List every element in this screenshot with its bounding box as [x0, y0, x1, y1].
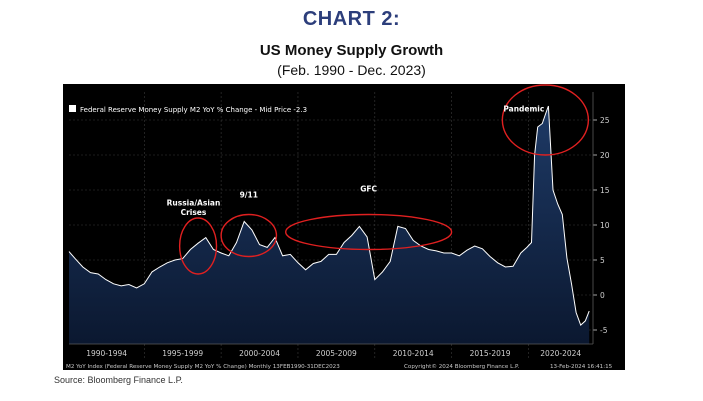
copyright-text: Copyright© 2024 Bloomberg Finance L.P.: [404, 363, 519, 370]
source-note: Source: Bloomberg Finance L.P.: [54, 375, 183, 385]
x-tick-label: 2005-2009: [316, 349, 357, 358]
x-tick-label: 2015-2019: [470, 349, 511, 358]
chart-subtitle: US Money Supply Growth: [259, 42, 444, 59]
y-tick-label: -5: [600, 326, 608, 335]
y-tick-label: 25: [600, 116, 610, 125]
date-range: (Feb. 1990 - Dec. 2023): [277, 62, 426, 78]
m2-yoy-line: [68, 105, 590, 326]
legend-label: Federal Reserve Money Supply M2 YoY % Ch…: [80, 106, 307, 114]
y-tick-label: 0: [600, 291, 605, 300]
x-tick-label: 2010-2014: [393, 349, 434, 358]
legend-swatch: [69, 105, 76, 112]
highlight-ellipse: [178, 217, 218, 275]
y-tick-label: 20: [600, 151, 610, 160]
chart-panel: Russia/Asian Crises 9/11 GFC Pandemic 25 20 15…: [63, 84, 625, 370]
bloomberg-footer-text: M2 YoY Index (Federal Reserve Money Supp…: [66, 364, 340, 370]
chart-title: CHART 2:: [302, 8, 401, 30]
event-annotation: GFC: [360, 184, 377, 193]
timestamp-text: 13-Feb-2024 16:41:15: [550, 364, 613, 370]
m2-area-fill: [69, 106, 590, 344]
x-tick-label: 1995-1999: [162, 349, 203, 358]
y-tick-label: 10: [600, 221, 610, 230]
highlight-ellipse: [284, 213, 453, 251]
x-tick-label: 2020-2024: [540, 349, 581, 358]
event-annotation: 9/11: [240, 191, 258, 200]
y-tick-label: 15: [600, 186, 610, 195]
event-annotation: Pandemic: [503, 105, 544, 114]
highlight-ellipse: [501, 84, 590, 156]
highlight-ellipse: [220, 213, 278, 258]
x-tick-label: 1990-1994: [86, 349, 127, 358]
event-annotation: Russia/Asian: [167, 198, 221, 207]
event-annotation: Crises: [181, 208, 207, 217]
y-tick-label: 5: [600, 256, 605, 265]
x-tick-label: 2000-2004: [239, 349, 280, 358]
